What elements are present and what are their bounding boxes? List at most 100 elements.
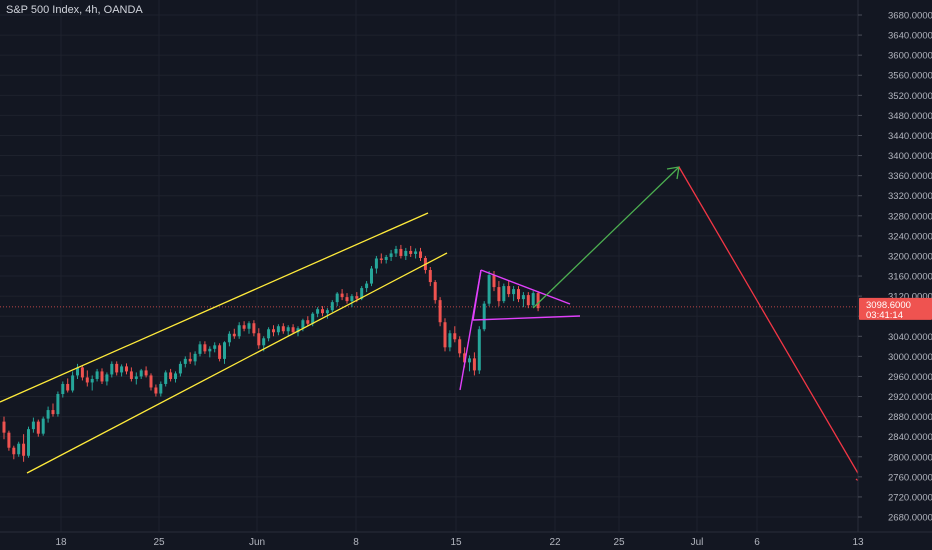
candle-body — [526, 295, 530, 306]
candle-body — [281, 326, 285, 332]
candle-body — [502, 286, 506, 302]
candle-body — [154, 387, 158, 394]
price-scale[interactable]: 3680.0000 3640.0000 3600.0000 3560.0000 3520… — [858, 11, 932, 524]
candle-body — [90, 378, 94, 383]
price-tick-label: 2720.0000 — [888, 492, 932, 503]
price-scale-background[interactable] — [858, 0, 932, 550]
price-tick-label: 3520.0000 — [888, 91, 932, 102]
candle-body — [355, 296, 359, 299]
candle-body — [521, 295, 525, 300]
chart-title: S&P 500 Index, 4h, OANDA — [6, 4, 143, 16]
candle-body — [325, 310, 329, 314]
candle-body — [340, 293, 344, 298]
candle-body — [134, 376, 138, 379]
candle-body — [296, 328, 300, 333]
candle-body — [512, 289, 516, 295]
price-tick-label: 2840.0000 — [888, 432, 932, 443]
candle-body — [22, 443, 26, 456]
drawings-layer[interactable] — [0, 166, 868, 489]
price-badge-box — [859, 297, 932, 320]
candle-body — [208, 348, 212, 352]
triangle-upper-edge — [480, 269, 571, 305]
candle-body — [144, 370, 148, 376]
candle-body — [183, 358, 187, 364]
candle-body — [232, 333, 236, 337]
candle-body — [443, 322, 447, 348]
price-tick-label: 3120.0000 — [888, 292, 932, 303]
price-tick-label: 3360.0000 — [888, 171, 932, 182]
candle-body — [218, 345, 222, 359]
candle-body — [311, 313, 315, 324]
candle-body — [433, 282, 437, 301]
candle-body — [306, 320, 310, 324]
time-tick-label: 13 — [852, 537, 864, 548]
candle-body — [345, 297, 349, 302]
candle-body — [463, 353, 467, 363]
candle-body — [394, 248, 398, 254]
candle-body — [85, 377, 89, 383]
candle-body — [95, 371, 99, 379]
candle-body — [468, 358, 471, 363]
candle-body — [203, 344, 207, 352]
price-tick-label: 3680.0000 — [888, 11, 932, 22]
price-badge-value: 3098.6000 — [866, 300, 911, 311]
candle-body — [129, 371, 133, 379]
candle-body — [125, 366, 128, 372]
candle-body — [247, 323, 251, 329]
price-tick-label: 2800.0000 — [888, 452, 932, 463]
time-tick-label: 22 — [549, 537, 561, 548]
price-tick-label: 3560.0000 — [888, 71, 932, 82]
candle-body — [350, 296, 354, 302]
candle-body — [252, 323, 256, 334]
time-tick-label: 15 — [450, 537, 462, 548]
candle-body — [365, 283, 369, 289]
candle-body — [399, 248, 403, 256]
triangle-left-edge — [472, 269, 482, 321]
time-tick-label: 25 — [153, 537, 165, 548]
candle-body — [193, 353, 197, 362]
candle-body — [27, 429, 30, 456]
projection-arrow-up — [532, 166, 680, 309]
candle-body — [164, 372, 168, 384]
price-tick-label: 3320.0000 — [888, 191, 932, 202]
candle-body — [531, 293, 535, 306]
candle-body — [80, 367, 84, 378]
candle-body — [227, 333, 231, 343]
candle-body — [330, 302, 334, 311]
time-tick-label: Jun — [249, 537, 265, 548]
candle-body — [7, 432, 11, 448]
candle-body — [198, 344, 202, 354]
candle-body — [36, 421, 40, 434]
candle-body — [360, 288, 364, 299]
candle-body — [419, 251, 422, 258]
grid-layer — [0, 0, 859, 532]
candle-body — [404, 250, 408, 256]
candle-body — [414, 251, 418, 254]
candle-body — [17, 443, 21, 455]
candle-body — [472, 358, 476, 371]
price-tick-label: 3000.0000 — [888, 352, 932, 363]
candle-body — [448, 333, 452, 348]
price-tick-label: 2960.0000 — [888, 372, 932, 383]
price-tick-label: 3640.0000 — [888, 31, 932, 42]
price-tick-label: 3040.0000 — [888, 332, 932, 343]
candle-body — [262, 338, 266, 346]
candle-body — [286, 327, 290, 332]
candle-body — [159, 383, 163, 394]
candle-body — [291, 327, 295, 333]
candle-body — [237, 325, 241, 337]
candle-body — [482, 303, 486, 330]
candle-body — [335, 293, 339, 303]
candle-body — [409, 250, 413, 254]
candle-body — [71, 375, 75, 391]
candle-body — [507, 286, 511, 295]
candle-body — [41, 418, 45, 434]
price-tick-label: 2680.0000 — [888, 513, 932, 524]
candle-body — [267, 329, 271, 339]
time-scale[interactable]: 18 25 Jun 8 15 22 25 Jul 6 13 — [55, 537, 864, 548]
price-tick-label: 3160.0000 — [888, 272, 932, 283]
candle-body — [389, 253, 393, 257]
candle-body — [492, 275, 496, 288]
